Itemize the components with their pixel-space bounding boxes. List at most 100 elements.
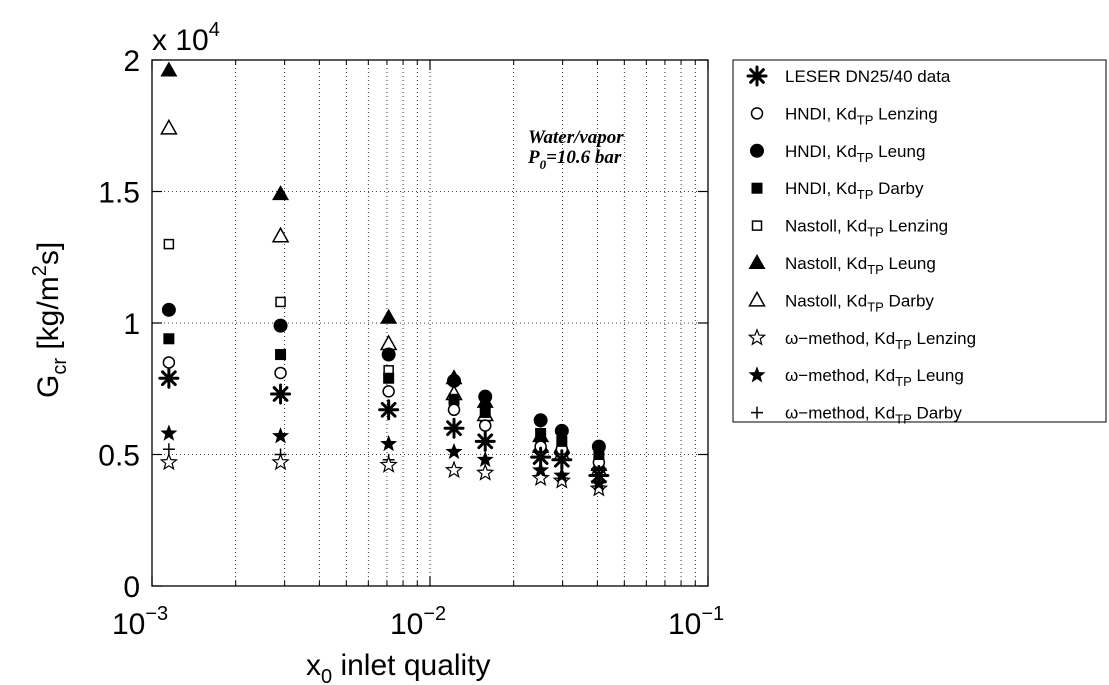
- x-tick-base: 10: [390, 608, 423, 641]
- y-tick-label: 1.5: [98, 177, 140, 210]
- data-point-circle-filled: [273, 318, 288, 333]
- legend-marker-circle-open: [750, 107, 764, 120]
- legend-marker-asterisk: [746, 65, 768, 87]
- x-tick-exp: −3: [145, 603, 168, 625]
- legend-entry: HNDI, KdTP Lenzing: [750, 104, 938, 127]
- data-point-star-open: [589, 479, 609, 497]
- data-point-square-filled: [556, 435, 568, 447]
- data-point-asterisk: [158, 367, 180, 389]
- data-point-circle-filled: [533, 413, 548, 428]
- data-point-triangle-filled: [272, 185, 290, 201]
- legend-entry: ω−method, KdTP Darby: [751, 404, 962, 427]
- data-point-asterisk: [378, 399, 400, 421]
- legend-label: ω−method, KdTP Darby: [785, 404, 962, 427]
- data-point-star-filled: [532, 461, 550, 478]
- data-point-star-filled: [553, 466, 571, 483]
- x-tick-exp: −1: [701, 603, 724, 625]
- y-tick-label: 0.5: [98, 440, 140, 473]
- data-point-circle-filled: [381, 347, 396, 362]
- y-tick-label: 0: [123, 571, 140, 604]
- annotation-line-1: Water/vapor: [528, 127, 624, 148]
- data-point-circle-open: [274, 366, 287, 380]
- legend-entry: HNDI, KdTP Darby: [751, 179, 924, 202]
- data-point-star-filled: [160, 424, 178, 441]
- data-point-circle-filled: [478, 389, 493, 404]
- data-point-star-filled: [445, 442, 463, 460]
- annotation-p-sub: 0: [540, 157, 547, 172]
- legend-entry: ω−method, KdTP Lenzing: [747, 328, 976, 352]
- data-point-triangle-open: [271, 226, 290, 243]
- data-point-square-filled: [275, 349, 287, 361]
- annotation-rest: =10.6 bar: [546, 147, 622, 168]
- y-label-rest1: [kg/m: [32, 276, 65, 358]
- legend-label: LESER DN25/40 data: [785, 67, 951, 86]
- x-label-rest: inlet quality: [332, 649, 490, 682]
- data-point-circle-open: [162, 356, 176, 369]
- legend-marker-triangle-open: [748, 290, 766, 307]
- data-point-asterisk: [270, 383, 292, 405]
- data-point-square-open: [163, 238, 175, 250]
- data-point-square-filled: [535, 427, 547, 439]
- data-point-circle-open: [478, 419, 492, 432]
- legend-marker-triangle-filled: [748, 254, 766, 269]
- legend-entry: Nastoll, KdTP Lenzing: [751, 217, 948, 240]
- data-point-asterisk: [530, 446, 552, 468]
- data-point-square-filled: [448, 393, 460, 405]
- y-label-sub: cr: [49, 358, 71, 375]
- plot-frame: [151, 59, 709, 587]
- x-tick-label: 10−2: [390, 603, 446, 641]
- y-label-sup: 2: [29, 265, 51, 276]
- y-tick-label: 2: [123, 45, 140, 78]
- data-point-star-filled: [476, 450, 494, 468]
- y-label-main: G: [32, 375, 65, 398]
- data-point-square-open: [275, 296, 286, 308]
- legend-marker-star-filled: [748, 366, 766, 383]
- y-label-rest2: s]: [32, 242, 65, 265]
- legend-entry: Nastoll, KdTP Leung: [748, 254, 936, 277]
- legend-entry: Nastoll, KdTP Darby: [748, 290, 934, 314]
- x-tick-exp: −2: [423, 603, 446, 625]
- legend-label: Nastoll, KdTP Leung: [785, 254, 936, 277]
- data-point-asterisk: [588, 465, 610, 487]
- x-tick-base: 10: [668, 608, 701, 641]
- annotation-p: P: [527, 147, 540, 168]
- y-multiplier-exp: 4: [209, 19, 220, 41]
- legend-entry: ω−method, KdTP Leung: [748, 366, 964, 389]
- legend-label: HNDI, KdTP Lenzing: [785, 104, 938, 127]
- x-axis-label: x0 inlet quality: [306, 649, 491, 685]
- legend: LESER DN25/40 data HNDI, KdTP Lenzing HNDI…: [746, 65, 976, 427]
- legend-marker-plus: [751, 406, 763, 419]
- data-point-circle-filled: [591, 439, 606, 454]
- data-point-circle-filled: [554, 423, 569, 438]
- data-point-circle-open: [382, 385, 395, 398]
- legend-label: HNDI, KdTP Darby: [785, 179, 924, 202]
- legend-label: Nastoll, KdTP Darby: [785, 291, 934, 314]
- legend-label: Nastoll, KdTP Lenzing: [785, 217, 948, 240]
- y-axis-label: Gcr [kg/m2s]: [29, 242, 71, 398]
- x-tick-base: 10: [112, 608, 145, 641]
- legend-marker-star-open: [747, 328, 767, 346]
- legend-marker-square-filled: [751, 182, 763, 194]
- data-point-square-filled: [593, 449, 605, 460]
- data-point-circle-filled: [447, 373, 462, 388]
- x-label-sub: 0: [321, 666, 332, 685]
- y-multiplier: x 104: [152, 19, 220, 57]
- data-point-star-open: [271, 452, 290, 471]
- axis-ticks: 10−3 10−2 10−100.511.52: [98, 45, 724, 641]
- data-point-star-filled: [380, 434, 398, 452]
- data-point-asterisk: [443, 417, 465, 439]
- x-label-main: x: [306, 649, 321, 682]
- data-point-triangle-filled: [160, 61, 178, 77]
- data-point-circle-filled: [161, 302, 176, 317]
- y-multiplier-prefix: x 10: [152, 24, 209, 57]
- x-tick-label: 10−1: [668, 603, 724, 641]
- data-point-square-filled: [479, 406, 491, 418]
- legend-entry: HNDI, KdTP Leung: [750, 142, 925, 165]
- data-point-asterisk: [474, 430, 496, 452]
- annotation-line-2: P0=10.6 bar: [527, 147, 622, 172]
- legend-label: HNDI, KdTP Leung: [785, 142, 925, 165]
- legend-entry: LESER DN25/40 data: [746, 65, 951, 87]
- legend-label: ω−method, KdTP Leung: [785, 366, 964, 389]
- legend-label: ω−method, KdTP Lenzing: [785, 329, 976, 352]
